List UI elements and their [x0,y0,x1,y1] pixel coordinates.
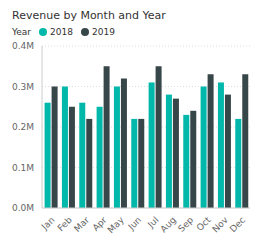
svg-text:Sep: Sep [176,215,195,234]
svg-text:0.4M: 0.4M [12,41,34,51]
svg-text:Jul: Jul [145,214,161,230]
svg-text:Oct: Oct [195,215,213,233]
svg-text:Mar: Mar [72,215,91,234]
html-text:Year: Year [12,27,32,37]
svg-text:Apr: Apr [91,215,109,233]
svg-text:0.2M: 0.2M [12,122,34,132]
svg-text:Aug: Aug [158,215,178,235]
html-text:2019: 2019 [92,27,115,37]
html-text:Revenue by Month and Year: Revenue by Month and Year [12,9,166,22]
svg-text:0.0M: 0.0M [12,203,34,213]
svg-text:Jan: Jan [39,215,57,233]
svg-text:0.3M: 0.3M [12,82,34,92]
svg-text:Nov: Nov [210,214,230,234]
svg-text:0.1M: 0.1M [12,163,34,173]
svg-text:Jun: Jun [126,215,144,233]
svg-text:Dec: Dec [228,215,247,234]
svg-text:Feb: Feb [56,215,75,234]
svg-text:May: May [106,214,127,235]
html-text:2018: 2018 [50,27,73,37]
